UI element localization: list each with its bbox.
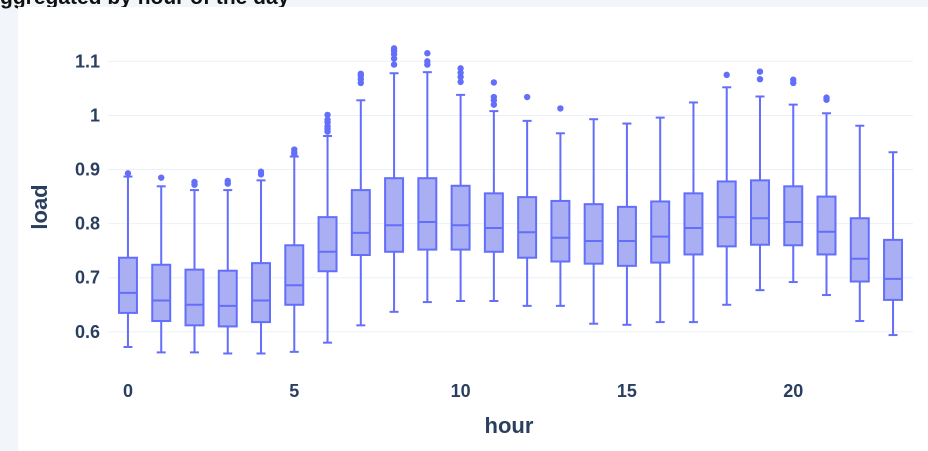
box-iqr (849, 217, 870, 283)
box-iqr (450, 184, 471, 251)
box-iqr (783, 185, 804, 247)
outlier-point (390, 45, 398, 52)
y-tick-label: 0.9 (75, 160, 100, 180)
y-tick-label: 0.8 (75, 214, 100, 234)
outlier-point (490, 93, 498, 101)
outlier-point (424, 50, 431, 57)
outlier-point (490, 79, 498, 86)
box-hour-2 (184, 178, 205, 354)
box-iqr (483, 192, 504, 253)
outlier-point (191, 178, 198, 186)
box-iqr (650, 200, 671, 264)
outlier-point (324, 116, 331, 123)
box-hour-23 (883, 151, 904, 337)
box-hour-3 (217, 177, 238, 355)
box-iqr (883, 238, 904, 301)
box-iqr (317, 216, 338, 273)
box-hour-16 (650, 116, 671, 324)
x-tick-label: 0 (123, 381, 133, 401)
outlier-point (357, 70, 365, 77)
y-axis-title: load (27, 184, 52, 229)
box-iqr (384, 177, 405, 253)
x-tick-label: 20 (783, 381, 803, 401)
outlier-point (257, 168, 265, 175)
box-plot-chart: 0.6 0.7 0.8 0.9 1 1.1 0 5 10 15 20 hour load (27, 45, 913, 438)
box-hour-6 (317, 111, 338, 344)
chart-card: 0.6 0.7 0.8 0.9 1 1.1 0 5 10 15 20 hour load (18, 7, 928, 451)
x-tick-label: 5 (289, 381, 299, 401)
box-hour-10 (450, 65, 471, 302)
box-hour-11 (483, 79, 504, 302)
x-tick-labels: 0 5 10 15 20 (123, 381, 803, 401)
box-hour-22 (849, 124, 870, 323)
y-tick-label: 1 (90, 105, 100, 125)
box-hour-17 (683, 101, 704, 324)
outlier-point (756, 68, 764, 75)
box-iqr (716, 180, 737, 248)
box-iqr (750, 179, 770, 246)
outlier-point (224, 177, 231, 185)
outlier-point (324, 111, 331, 119)
gridlines (108, 60, 913, 333)
box-iqr (616, 205, 637, 267)
outlier-point (124, 170, 132, 177)
box-hour-5 (284, 146, 305, 353)
outlier-point (756, 75, 764, 83)
outlier-point (424, 58, 431, 65)
box-iqr (251, 262, 271, 324)
outlier-point (557, 105, 564, 112)
box-hour-21 (816, 94, 837, 297)
x-tick-label: 10 (451, 381, 471, 401)
box-iqr (350, 189, 371, 257)
box-hour-1 (151, 174, 172, 354)
box-hour-18 (716, 71, 737, 306)
outlier-point (790, 76, 797, 83)
outlier-point (158, 174, 165, 181)
box-hour-15 (616, 122, 637, 326)
boxes (117, 45, 904, 355)
box-hour-12 (517, 93, 538, 307)
x-axis-title: hour (485, 413, 534, 438)
outlier-point (457, 65, 464, 72)
box-iqr (583, 203, 604, 265)
box-hour-13 (550, 105, 571, 307)
outlier-point (523, 93, 531, 101)
box-iqr (117, 256, 138, 314)
box-hour-8 (384, 45, 405, 313)
box-iqr (517, 196, 538, 259)
box-iqr (550, 199, 571, 263)
y-tick-label: 0.7 (75, 268, 100, 288)
box-iqr (417, 177, 438, 251)
box-hour-4 (251, 168, 271, 355)
box-iqr (151, 263, 172, 323)
outlier-point (291, 146, 298, 153)
outlier-point (723, 71, 730, 79)
x-tick-label: 15 (617, 381, 637, 401)
box-hour-20 (783, 76, 804, 284)
box-hour-0 (117, 170, 138, 348)
y-tick-label: 1.1 (75, 51, 100, 71)
box-hour-19 (750, 68, 770, 292)
box-hour-7 (350, 70, 371, 327)
box-hour-9 (417, 50, 438, 304)
box-iqr (816, 195, 837, 256)
box-iqr (217, 269, 238, 328)
y-tick-label: 0.6 (75, 322, 100, 342)
box-iqr (683, 192, 704, 256)
outlier-point (457, 78, 464, 86)
y-tick-labels: 0.6 0.7 0.8 0.9 1 1.1 (75, 51, 100, 341)
box-hour-14 (583, 118, 604, 325)
outlier-point (823, 94, 830, 101)
outlier-point (390, 61, 398, 68)
box-iqr (284, 244, 305, 306)
chart-title: ggregated by hour of the day (0, 0, 289, 10)
box-iqr (184, 268, 205, 327)
